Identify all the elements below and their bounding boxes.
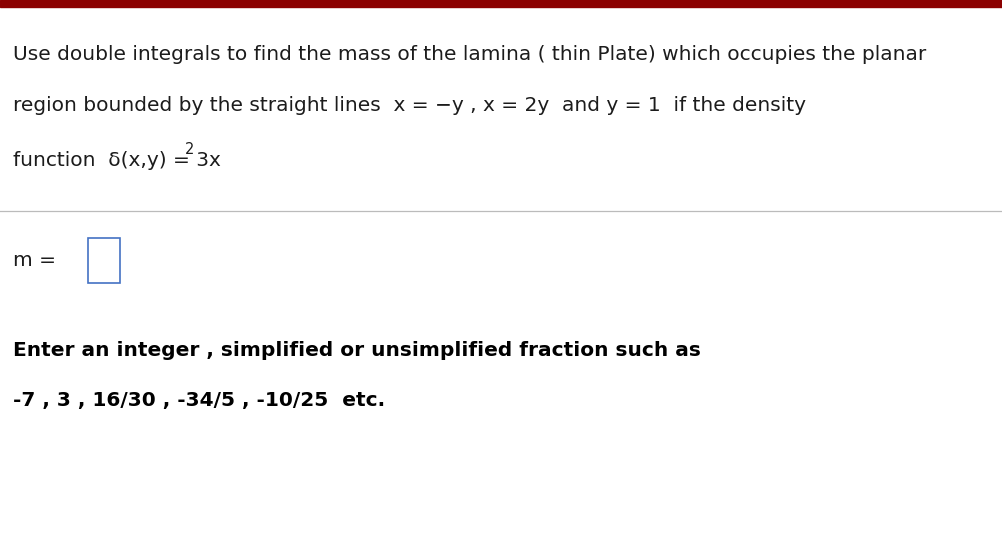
- Text: Enter an integer , simplified or unsimplified fraction such as: Enter an integer , simplified or unsimpl…: [13, 341, 701, 360]
- Bar: [88, 238, 120, 283]
- Text: -7 , 3 , 16/30 , -34/5 , -10/25  etc.: -7 , 3 , 16/30 , -34/5 , -10/25 etc.: [13, 391, 385, 409]
- Text: m =: m =: [13, 251, 62, 270]
- Text: function  δ(x,y) = 3x: function δ(x,y) = 3x: [13, 151, 220, 170]
- Bar: [0, 0, 1002, 7]
- Text: Use double integrals to find the mass of the lamina ( thin Plate) which occupies: Use double integrals to find the mass of…: [13, 45, 926, 64]
- Text: 2: 2: [185, 142, 194, 157]
- Text: region bounded by the straight lines  x = −y , x = 2y  and y = 1  if the density: region bounded by the straight lines x =…: [13, 96, 806, 115]
